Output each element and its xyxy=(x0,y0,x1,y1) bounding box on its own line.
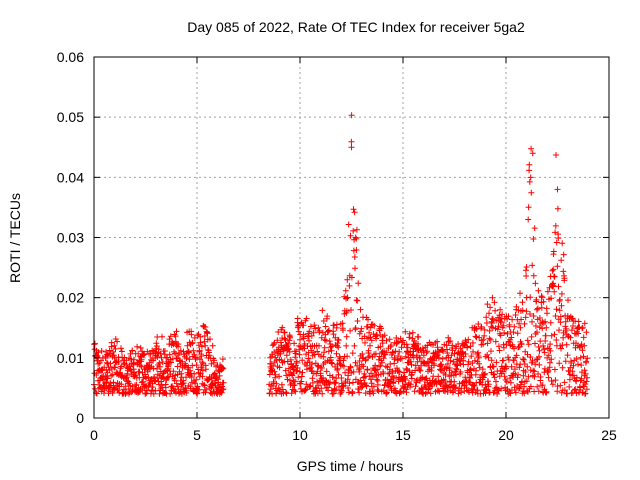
y-tick-label: 0.01 xyxy=(57,350,84,366)
y-tick-label: 0.03 xyxy=(57,230,84,246)
plot-background xyxy=(0,0,640,480)
x-tick-label: 20 xyxy=(498,427,514,443)
y-axis-label: ROTI / TECUs xyxy=(7,193,23,283)
y-tick-label: 0.02 xyxy=(57,290,84,306)
y-tick-label: 0.06 xyxy=(57,49,84,65)
chart-title: Day 085 of 2022, Rate Of TEC Index for r… xyxy=(187,19,525,35)
roti-chart: 0 5 10 15 20 25 0 0.01 0.02 0.03 0.04 0.05 0.06 Day… xyxy=(0,0,640,480)
y-tick-label: 0.04 xyxy=(57,169,84,185)
x-tick-label: 0 xyxy=(90,427,98,443)
x-tick-label: 15 xyxy=(395,427,411,443)
y-tick-label: 0 xyxy=(76,410,84,426)
x-tick-label: 10 xyxy=(292,427,308,443)
x-tick-label: 25 xyxy=(601,427,617,443)
x-tick-label: 5 xyxy=(193,427,201,443)
x-axis-label: GPS time / hours xyxy=(297,458,404,474)
y-tick-label: 0.05 xyxy=(57,109,84,125)
